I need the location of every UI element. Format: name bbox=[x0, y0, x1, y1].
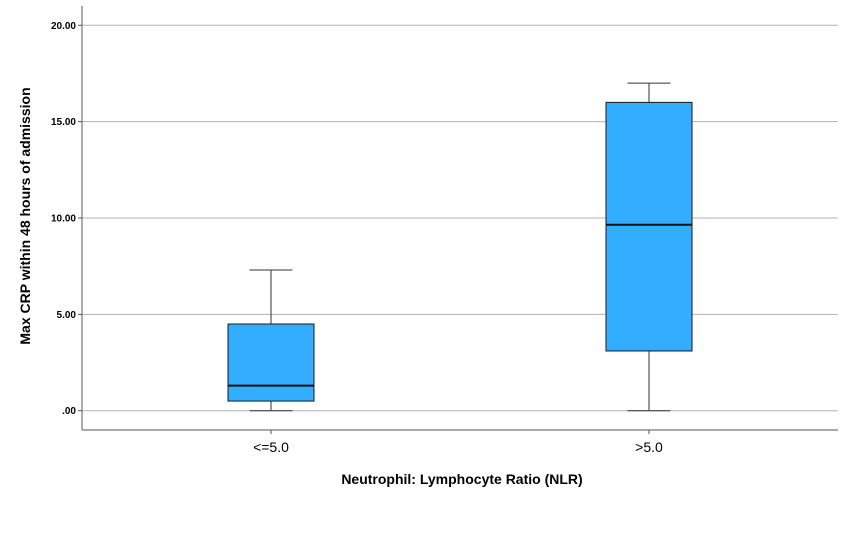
y-tick-label: 5.00 bbox=[57, 310, 77, 321]
y-axis-ticks: .00 5.00 10.00 15.00 20.00 bbox=[51, 21, 82, 417]
iqr-box bbox=[227, 323, 315, 402]
y-tick-label: 15.00 bbox=[51, 117, 76, 128]
box-group bbox=[227, 269, 315, 412]
y-tick-label: 10.00 bbox=[51, 214, 76, 225]
gridlines bbox=[82, 24, 838, 412]
x-axis-ticks: <=5.0 >5.0 bbox=[253, 430, 663, 455]
iqr-box bbox=[605, 101, 693, 352]
x-tick-label: >5.0 bbox=[635, 439, 663, 455]
x-axis-title: Neutrophil: Lymphocyte Ratio (NLR) bbox=[341, 471, 582, 487]
box-group bbox=[605, 82, 693, 412]
y-tick-label: 20.00 bbox=[51, 21, 76, 32]
x-tick-label: <=5.0 bbox=[253, 439, 289, 455]
y-axis-title: Max CRP within 48 hours of admission bbox=[17, 87, 33, 344]
y-tick-label: .00 bbox=[62, 406, 76, 417]
boxes bbox=[227, 82, 693, 412]
